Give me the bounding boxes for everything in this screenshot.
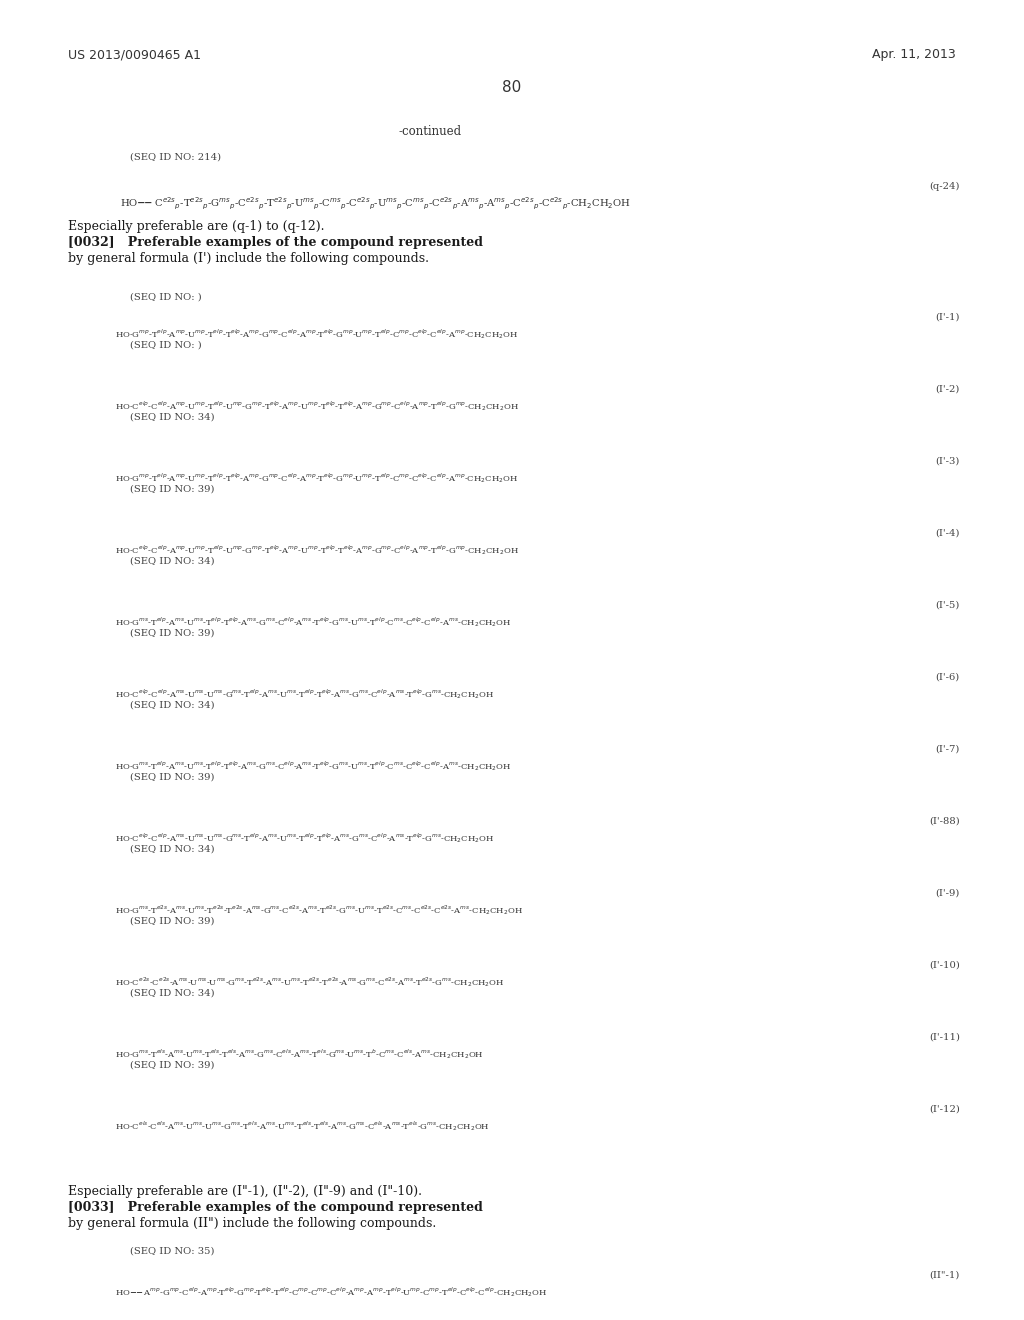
Text: (SEQ ID NO: 34): (SEQ ID NO: 34)	[130, 413, 215, 422]
Text: (SEQ ID NO: 34): (SEQ ID NO: 34)	[130, 557, 215, 566]
Text: HO-C$^{elp}$-C$^{elp}$-A$^{ms}$-U$^{ms}$-U$^{ms}$-G$^{ms}$-T$^{elp}$-A$^{ms}$-U$: HO-C$^{elp}$-C$^{elp}$-A$^{ms}$-U$^{ms}$…	[115, 832, 495, 845]
Text: HO-G$^{ms}$-T$^{elp}$-A$^{ms}$-U$^{ms}$-T$^{elp}$-T$^{elp}$-A$^{ms}$-G$^{ms}$-C$: HO-G$^{ms}$-T$^{elp}$-A$^{ms}$-U$^{ms}$-…	[115, 615, 512, 628]
Text: (I'-12): (I'-12)	[929, 1105, 961, 1114]
Text: HO-C$^{elp}$-C$^{elp}$-A$^{ms}$-U$^{ms}$-U$^{ms}$-G$^{ms}$-T$^{elp}$-A$^{ms}$-U$: HO-C$^{elp}$-C$^{elp}$-A$^{ms}$-U$^{ms}$…	[115, 686, 495, 701]
Text: (I'-7): (I'-7)	[936, 744, 961, 754]
Text: by general formula (I') include the following compounds.: by general formula (I') include the foll…	[68, 252, 429, 265]
Text: (I'-88): (I'-88)	[929, 817, 961, 826]
Text: HO-G$^{ms}$-T$^{els}$-A$^{ms}$-U$^{ms}$-T$^{els}$-T$^{els}$-A$^{ms}$-G$^{ms}$-C$: HO-G$^{ms}$-T$^{els}$-A$^{ms}$-U$^{ms}$-…	[115, 1047, 483, 1061]
Text: (SEQ ID NO: 34): (SEQ ID NO: 34)	[130, 701, 215, 710]
Text: HO-G$^{mp}$-T$^{elp}$-A$^{mp}$-U$^{mp}$-T$^{elp}$-T$^{elp}$-A$^{mp}$-G$^{mp}$-C$: HO-G$^{mp}$-T$^{elp}$-A$^{mp}$-U$^{mp}$-…	[115, 471, 518, 484]
Text: by general formula (II") include the following compounds.: by general formula (II") include the fol…	[68, 1217, 436, 1230]
Text: (SEQ ID NO: 34): (SEQ ID NO: 34)	[130, 845, 215, 854]
Text: HO-G$^{ms}$-T$^{e2s}$-A$^{ms}$-U$^{ms}$-T$^{e2s}$-T$^{e2s}$-A$^{ms}$-G$^{ms}$-C$: HO-G$^{ms}$-T$^{e2s}$-A$^{ms}$-U$^{ms}$-…	[115, 903, 523, 917]
Text: (I'-10): (I'-10)	[929, 961, 961, 970]
Text: Especially preferable are (I"-1), (I"-2), (I"-9) and (I"-10).: Especially preferable are (I"-1), (I"-2)…	[68, 1185, 422, 1199]
Text: (SEQ ID NO: 34): (SEQ ID NO: 34)	[130, 989, 215, 998]
Text: HO-C$^{els}$-C$^{els}$-A$^{ms}$-U$^{ms}$-U$^{ms}$-G$^{ms}$-T$^{els}$-A$^{ms}$-U$: HO-C$^{els}$-C$^{els}$-A$^{ms}$-U$^{ms}$…	[115, 1119, 489, 1133]
Text: (I'-4): (I'-4)	[936, 529, 961, 539]
Text: (SEQ ID NO: ): (SEQ ID NO: )	[130, 341, 202, 350]
Text: (SEQ ID NO: 39): (SEQ ID NO: 39)	[130, 917, 214, 927]
Text: (I'-1): (I'-1)	[936, 313, 961, 322]
Text: Especially preferable are (q-1) to (q-12).: Especially preferable are (q-1) to (q-12…	[68, 220, 325, 234]
Text: (SEQ ID NO: 39): (SEQ ID NO: 39)	[130, 630, 214, 638]
Text: (SEQ ID NO: 39): (SEQ ID NO: 39)	[130, 1061, 214, 1071]
Text: [0033]   Preferable examples of the compound represented: [0033] Preferable examples of the compou…	[68, 1201, 483, 1214]
Text: 80: 80	[503, 81, 521, 95]
Text: (SEQ ID NO: 39): (SEQ ID NO: 39)	[130, 484, 214, 494]
Text: -continued: -continued	[398, 125, 462, 139]
Text: (q-24): (q-24)	[930, 182, 961, 191]
Text: US 2013/0090465 A1: US 2013/0090465 A1	[68, 48, 201, 61]
Text: (II"-1): (II"-1)	[930, 1271, 961, 1280]
Text: [0032]   Preferable examples of the compound represented: [0032] Preferable examples of the compou…	[68, 236, 483, 249]
Text: HO-G$^{mp}$-T$^{elp}$-A$^{mp}$-U$^{mp}$-T$^{elp}$-T$^{elp}$-A$^{mp}$-G$^{mp}$-C$: HO-G$^{mp}$-T$^{elp}$-A$^{mp}$-U$^{mp}$-…	[115, 327, 518, 341]
Text: (SEQ ID NO: 214): (SEQ ID NO: 214)	[130, 153, 221, 162]
Text: (SEQ ID NO: 35): (SEQ ID NO: 35)	[130, 1247, 214, 1257]
Text: (I'-3): (I'-3)	[936, 457, 961, 466]
Text: (I'-6): (I'-6)	[936, 673, 961, 682]
Text: HO$\boldsymbol{-\!\!-}$A$^{mp}$-G$^{mp}$-C$^{elp}$-A$^{mp}$-T$^{elp}$-G$^{mp}$-T: HO$\boldsymbol{-\!\!-}$A$^{mp}$-G$^{mp}$…	[115, 1284, 548, 1299]
Text: (I'-2): (I'-2)	[936, 385, 961, 393]
Text: HO-G$^{ms}$-T$^{elp}$-A$^{ms}$-U$^{ms}$-T$^{elp}$-T$^{elp}$-A$^{ms}$-G$^{ms}$-C$: HO-G$^{ms}$-T$^{elp}$-A$^{ms}$-U$^{ms}$-…	[115, 759, 512, 774]
Text: (I'-5): (I'-5)	[936, 601, 961, 610]
Text: HO$\boldsymbol{-\!\!-}$C$^{e2s}$$_p$-T$^{e2s}$$_p$-G$^{ms}$$_p$-C$^{e2s}$$_p$-T$: HO$\boldsymbol{-\!\!-}$C$^{e2s}$$_p$-T$^…	[120, 195, 631, 213]
Text: (SEQ ID NO: 39): (SEQ ID NO: 39)	[130, 774, 214, 781]
Text: HO-C$^{elp}$-C$^{elp}$-A$^{mp}$-U$^{mp}$-T$^{elp}$-U$^{mp}$-G$^{mp}$-T$^{elp}$-A: HO-C$^{elp}$-C$^{elp}$-A$^{mp}$-U$^{mp}$…	[115, 543, 519, 557]
Text: HO-C$^{elp}$-C$^{elp}$-A$^{mp}$-U$^{mp}$-T$^{elp}$-U$^{mp}$-G$^{mp}$-T$^{elp}$-A: HO-C$^{elp}$-C$^{elp}$-A$^{mp}$-U$^{mp}$…	[115, 399, 519, 413]
Text: (I'-11): (I'-11)	[929, 1034, 961, 1041]
Text: Apr. 11, 2013: Apr. 11, 2013	[872, 48, 956, 61]
Text: HO-C$^{e2s}$-C$^{e2s}$-A$^{ms}$-U$^{ms}$-U$^{ms}$-G$^{ms}$-T$^{e2s}$-A$^{ms}$-U$: HO-C$^{e2s}$-C$^{e2s}$-A$^{ms}$-U$^{ms}$…	[115, 975, 505, 989]
Text: (I'-9): (I'-9)	[936, 888, 961, 898]
Text: (SEQ ID NO: ): (SEQ ID NO: )	[130, 293, 202, 302]
